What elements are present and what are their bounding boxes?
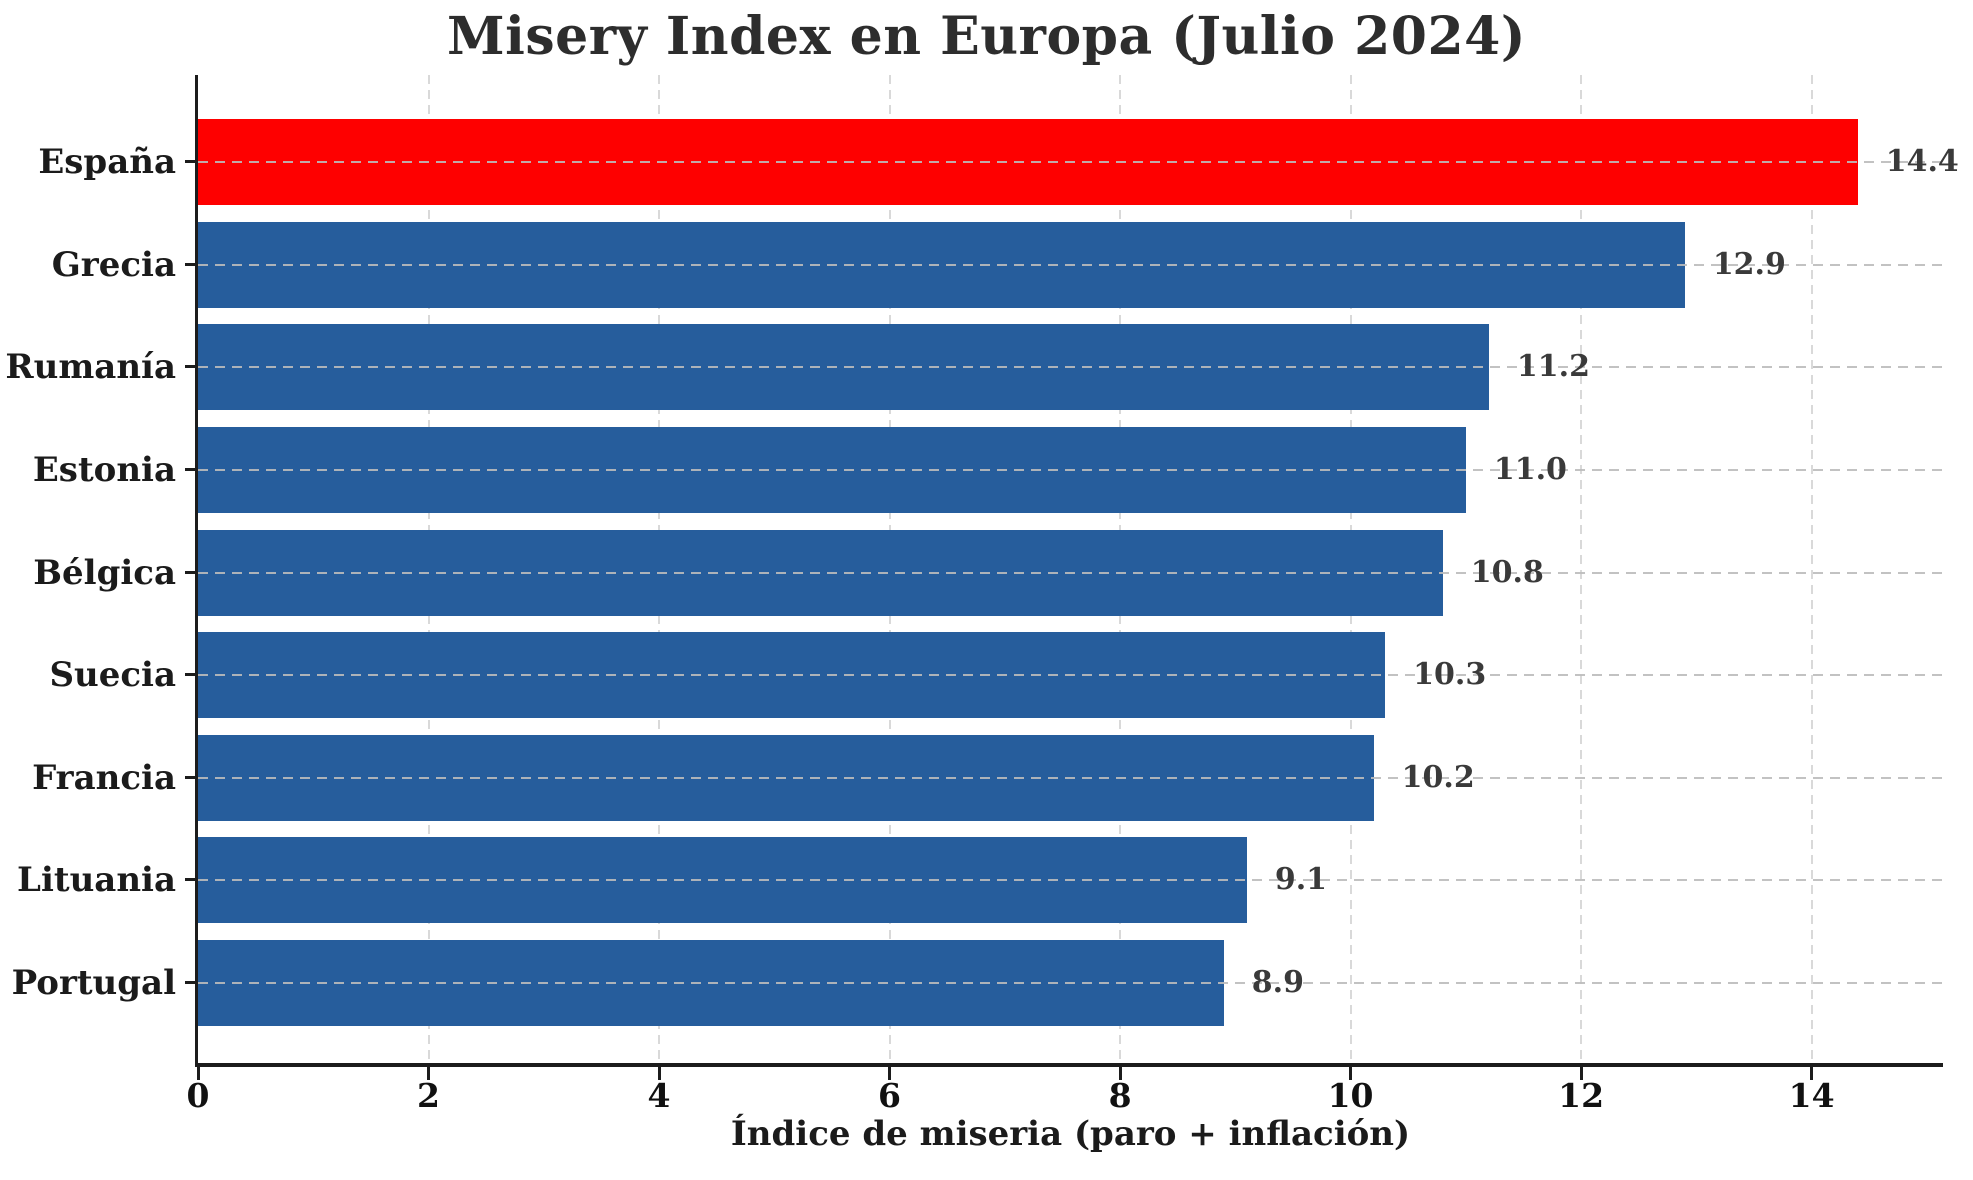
- x-tick-6: [888, 1067, 892, 1080]
- value-label-portugal: 8.9: [1251, 965, 1304, 1000]
- gridline-y-francia: [198, 776, 1943, 779]
- x-tick-4: [657, 1067, 661, 1080]
- category-label-espana: España: [38, 142, 176, 182]
- x-tick-label-2: 2: [417, 1076, 440, 1115]
- category-label-estonia: Estonia: [32, 449, 176, 490]
- value-label-lituania: 9.1: [1274, 862, 1328, 898]
- x-tick-8: [1118, 1067, 1122, 1080]
- x-tick-0: [196, 1067, 200, 1080]
- y-tick-francia: [185, 775, 196, 779]
- y-tick-portugal: [185, 981, 196, 984]
- value-label-belgica: 10.8: [1470, 554, 1544, 590]
- x-tick-12: [1579, 1067, 1583, 1080]
- x-tick-label-10: 10: [1327, 1076, 1374, 1115]
- y-tick-espana: [185, 160, 196, 163]
- y-tick-belgica: [185, 570, 196, 574]
- category-label-grecia: Grecia: [51, 244, 176, 285]
- gridline-y-espana: [198, 161, 1943, 163]
- x-tick-label-8: 8: [1108, 1076, 1132, 1115]
- category-label-portugal: Portugal: [11, 963, 176, 1003]
- gridline-y-grecia: [198, 263, 1943, 266]
- x-tick-label-14: 14: [1788, 1076, 1835, 1115]
- x-tick-label-0: 0: [186, 1076, 210, 1115]
- x-tick-label-4: 4: [647, 1076, 671, 1115]
- category-label-rumania: Rumanía: [5, 347, 176, 388]
- chart-title: Misery Index en Europa (Julio 2024): [447, 6, 1526, 67]
- x-axis-label: Índice de miseria (paro + inflación): [730, 1114, 1411, 1154]
- value-label-rumania: 11.2: [1516, 349, 1590, 385]
- category-label-suecia: Suecia: [49, 655, 176, 696]
- x-tick-2: [427, 1067, 430, 1080]
- value-label-grecia: 12.9: [1712, 246, 1786, 282]
- value-label-espana: 14.4: [1885, 144, 1959, 179]
- y-tick-grecia: [185, 262, 196, 266]
- x-axis-spine: [195, 1063, 1943, 1067]
- gridline-y-portugal: [198, 982, 1943, 984]
- value-label-suecia: 10.3: [1413, 657, 1487, 693]
- y-tick-suecia: [185, 673, 196, 677]
- x-tick-label-12: 12: [1558, 1076, 1605, 1115]
- value-label-francia: 10.2: [1401, 759, 1475, 795]
- gridline-y-rumania: [198, 366, 1943, 369]
- value-label-estonia: 11.0: [1493, 451, 1567, 487]
- category-label-belgica: Bélgica: [33, 552, 176, 593]
- category-label-lituania: Lituania: [17, 860, 176, 901]
- y-tick-rumania: [185, 365, 196, 369]
- y-axis-spine: [195, 75, 198, 1067]
- y-tick-estonia: [185, 467, 196, 471]
- plot-area: 14.4 12.9 11.2 11.0 10.8 10.3 10.2 9.1 8.9: [198, 75, 1959, 1063]
- x-tick-14: [1810, 1067, 1814, 1080]
- category-label-francia: Francia: [32, 757, 176, 798]
- gridline-x-14: [1810, 75, 1813, 1063]
- x-tick-10: [1349, 1067, 1353, 1080]
- x-tick-label-6: 6: [878, 1076, 902, 1115]
- gridline-y-suecia: [198, 674, 1943, 677]
- gridline-y-estonia: [198, 468, 1943, 471]
- gridline-y-belgica: [198, 571, 1943, 574]
- gridline-x-12: [1580, 75, 1583, 1063]
- y-tick-lituania: [185, 878, 196, 882]
- gridline-y-lituania: [198, 879, 1943, 882]
